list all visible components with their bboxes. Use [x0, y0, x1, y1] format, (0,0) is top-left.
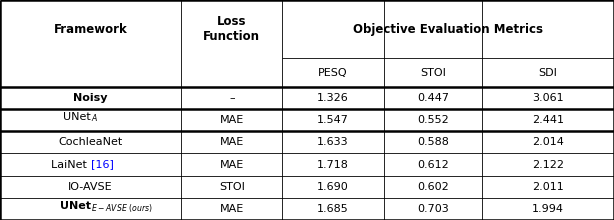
Text: 1.685: 1.685	[317, 204, 349, 214]
Text: [16]: [16]	[91, 160, 114, 170]
Text: CochleaNet: CochleaNet	[58, 137, 123, 147]
Text: MAE: MAE	[220, 204, 244, 214]
Text: MAE: MAE	[220, 160, 244, 170]
Text: 2.011: 2.011	[532, 182, 564, 192]
Text: MAE: MAE	[220, 137, 244, 147]
Text: MAE: MAE	[220, 115, 244, 125]
Text: 1.690: 1.690	[317, 182, 349, 192]
Text: 3.061: 3.061	[532, 93, 564, 103]
Text: 2.441: 2.441	[532, 115, 564, 125]
Text: Objective Evaluation Metrics: Objective Evaluation Metrics	[353, 23, 543, 36]
Text: $_{E-AVSE\ (ours)}$: $_{E-AVSE\ (ours)}$	[91, 202, 152, 215]
Text: Framework: Framework	[53, 23, 128, 36]
Text: 1.547: 1.547	[317, 115, 349, 125]
Text: LaiNet: LaiNet	[51, 160, 91, 170]
Text: 1.718: 1.718	[317, 160, 349, 170]
Text: $_A$: $_A$	[91, 113, 98, 125]
Text: 0.588: 0.588	[417, 137, 449, 147]
Text: UNet: UNet	[60, 201, 91, 211]
Text: –: –	[229, 93, 235, 103]
Text: Noisy: Noisy	[73, 93, 108, 103]
Text: 2.014: 2.014	[532, 137, 564, 147]
Text: 2.122: 2.122	[532, 160, 564, 170]
Text: 0.703: 0.703	[417, 204, 449, 214]
Text: 1.326: 1.326	[317, 93, 349, 103]
Text: 0.602: 0.602	[417, 182, 449, 192]
Text: SDI: SDI	[538, 68, 558, 78]
Text: STOI: STOI	[420, 68, 446, 78]
Text: UNet: UNet	[63, 112, 91, 122]
Text: 0.612: 0.612	[417, 160, 449, 170]
Text: 0.447: 0.447	[417, 93, 449, 103]
Text: STOI: STOI	[219, 182, 245, 192]
Text: IO-AVSE: IO-AVSE	[68, 182, 113, 192]
Text: Loss
Function: Loss Function	[203, 15, 260, 43]
Text: PESQ: PESQ	[318, 68, 348, 78]
Text: 0.552: 0.552	[417, 115, 449, 125]
Text: 1.633: 1.633	[317, 137, 349, 147]
Text: 1.994: 1.994	[532, 204, 564, 214]
